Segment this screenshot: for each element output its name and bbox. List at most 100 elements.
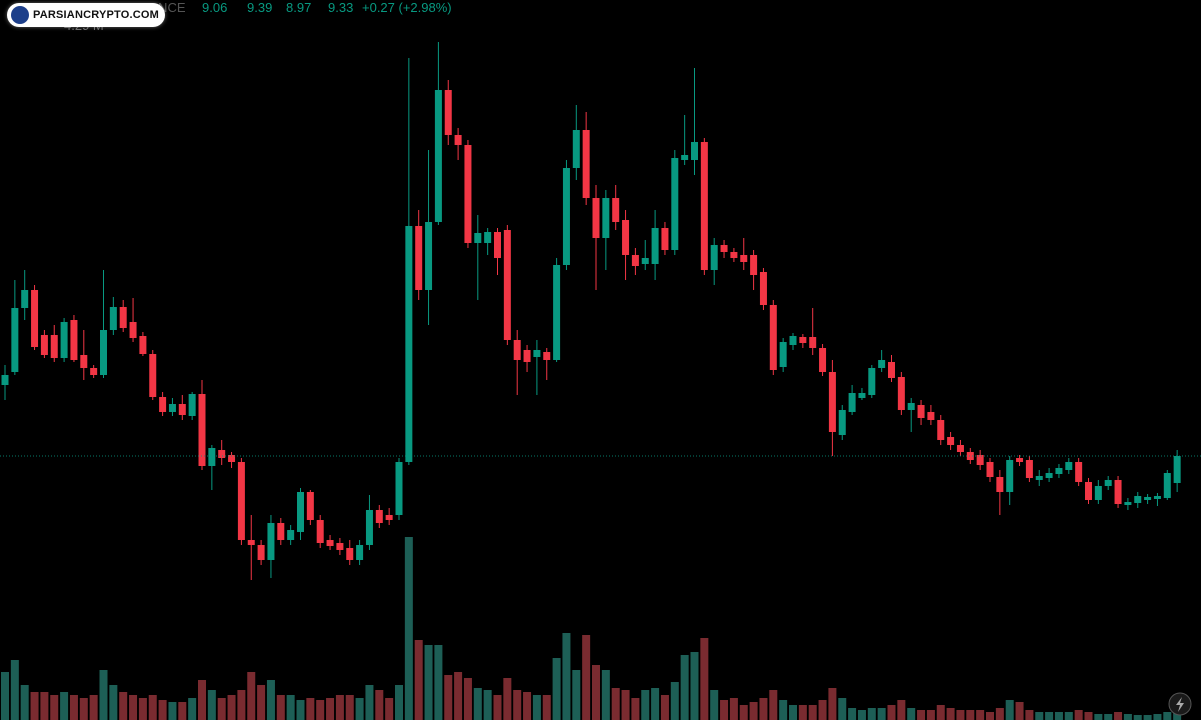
volume-bar — [680, 655, 689, 720]
volume-bar — [188, 698, 197, 720]
volume-bar — [493, 695, 502, 720]
volume-bar — [345, 695, 354, 720]
candle-body — [21, 290, 29, 308]
volume-bar — [335, 695, 344, 720]
volume-bar — [316, 700, 325, 720]
candle-body — [60, 322, 68, 358]
candle-body — [454, 135, 462, 145]
candle-body — [572, 130, 580, 168]
candle-body — [247, 540, 255, 545]
volume-bar — [542, 695, 551, 720]
volume-bar — [897, 700, 906, 720]
candle-body — [769, 305, 777, 370]
volume-bar — [473, 688, 482, 720]
low-value: 8.97 — [286, 0, 312, 15]
candle-body — [159, 397, 167, 412]
volume-bar — [79, 698, 88, 720]
volume-bar — [247, 672, 256, 720]
candle-body — [237, 462, 245, 540]
candle-body — [700, 142, 708, 270]
candle-body — [149, 354, 157, 397]
candle-body — [1114, 480, 1122, 504]
candle-body — [139, 336, 147, 354]
volume-bar — [365, 685, 374, 720]
volume-bar — [168, 702, 177, 720]
volume-bar — [1025, 710, 1034, 720]
candle-body — [80, 355, 88, 368]
volume-bar — [848, 708, 857, 720]
volume-bar — [207, 690, 216, 720]
watermark-logo: PARSIANCRYPTO.COM — [7, 3, 166, 27]
volume-bar — [138, 698, 147, 720]
volume-bar — [798, 705, 807, 720]
volume-bar — [296, 700, 305, 720]
volume-bar — [936, 705, 945, 720]
volume-bar — [483, 690, 492, 720]
candle-body — [828, 372, 836, 432]
candle-body — [848, 393, 856, 412]
candle-body — [1085, 482, 1092, 500]
candle-body — [316, 520, 324, 543]
candle-body — [1124, 502, 1132, 505]
volume-bar — [148, 695, 157, 720]
volume-bar — [670, 682, 679, 720]
volume-bar — [404, 537, 413, 720]
volume-bar — [99, 670, 108, 720]
candle-body — [819, 348, 827, 372]
volume-bar — [1005, 700, 1014, 720]
volume-bar — [237, 690, 246, 720]
candle-body — [1134, 496, 1142, 503]
candle-body — [582, 130, 590, 198]
candle-body — [868, 368, 876, 395]
candle-body — [651, 228, 659, 264]
volume-bar — [779, 700, 788, 720]
volume-bar — [601, 670, 610, 720]
volume-bar — [1074, 710, 1083, 720]
candle-body — [1173, 456, 1181, 483]
volume-bar — [986, 712, 994, 720]
volume-bar — [1054, 712, 1063, 720]
candle-body — [474, 233, 482, 243]
volume-bar — [611, 688, 620, 720]
volume-bar — [523, 692, 532, 720]
volume-bar — [50, 695, 59, 720]
volume-bar — [158, 700, 167, 720]
volume-bar — [424, 645, 433, 720]
candle-body — [1045, 473, 1053, 478]
volume-layer — [1, 537, 1182, 720]
candle-body — [405, 226, 413, 462]
candle-body — [513, 340, 521, 360]
volume-bar — [995, 708, 1004, 720]
candle-body — [484, 232, 492, 243]
candle-body — [464, 145, 472, 243]
volume-bar — [395, 685, 403, 720]
candle-body — [691, 142, 698, 160]
candle-body — [730, 252, 738, 258]
volume-bar — [217, 698, 226, 720]
volume-bar — [60, 692, 69, 720]
volume-bar — [749, 702, 758, 720]
volume-bar — [857, 710, 866, 720]
open-value: 9.06 — [202, 0, 228, 15]
candle-body — [257, 545, 265, 560]
volume-bar — [877, 708, 886, 720]
candle-body — [681, 155, 689, 160]
candle-body — [858, 393, 866, 398]
candle-body — [119, 307, 127, 328]
candle-body — [1055, 468, 1063, 474]
candle-body — [888, 362, 895, 378]
volume-bar — [690, 652, 699, 720]
volume-bar — [582, 635, 591, 720]
candle-body — [31, 290, 39, 347]
candle-body — [503, 230, 511, 340]
volume-bar — [572, 670, 581, 720]
candle-body — [129, 322, 137, 338]
volume-bar — [434, 645, 443, 720]
volume-bar — [30, 692, 39, 720]
volume-bar — [1163, 712, 1172, 720]
volume-bar — [10, 660, 19, 720]
volume-bar — [621, 690, 630, 720]
volume-bar — [532, 695, 541, 720]
lightning-icon — [1176, 697, 1184, 712]
